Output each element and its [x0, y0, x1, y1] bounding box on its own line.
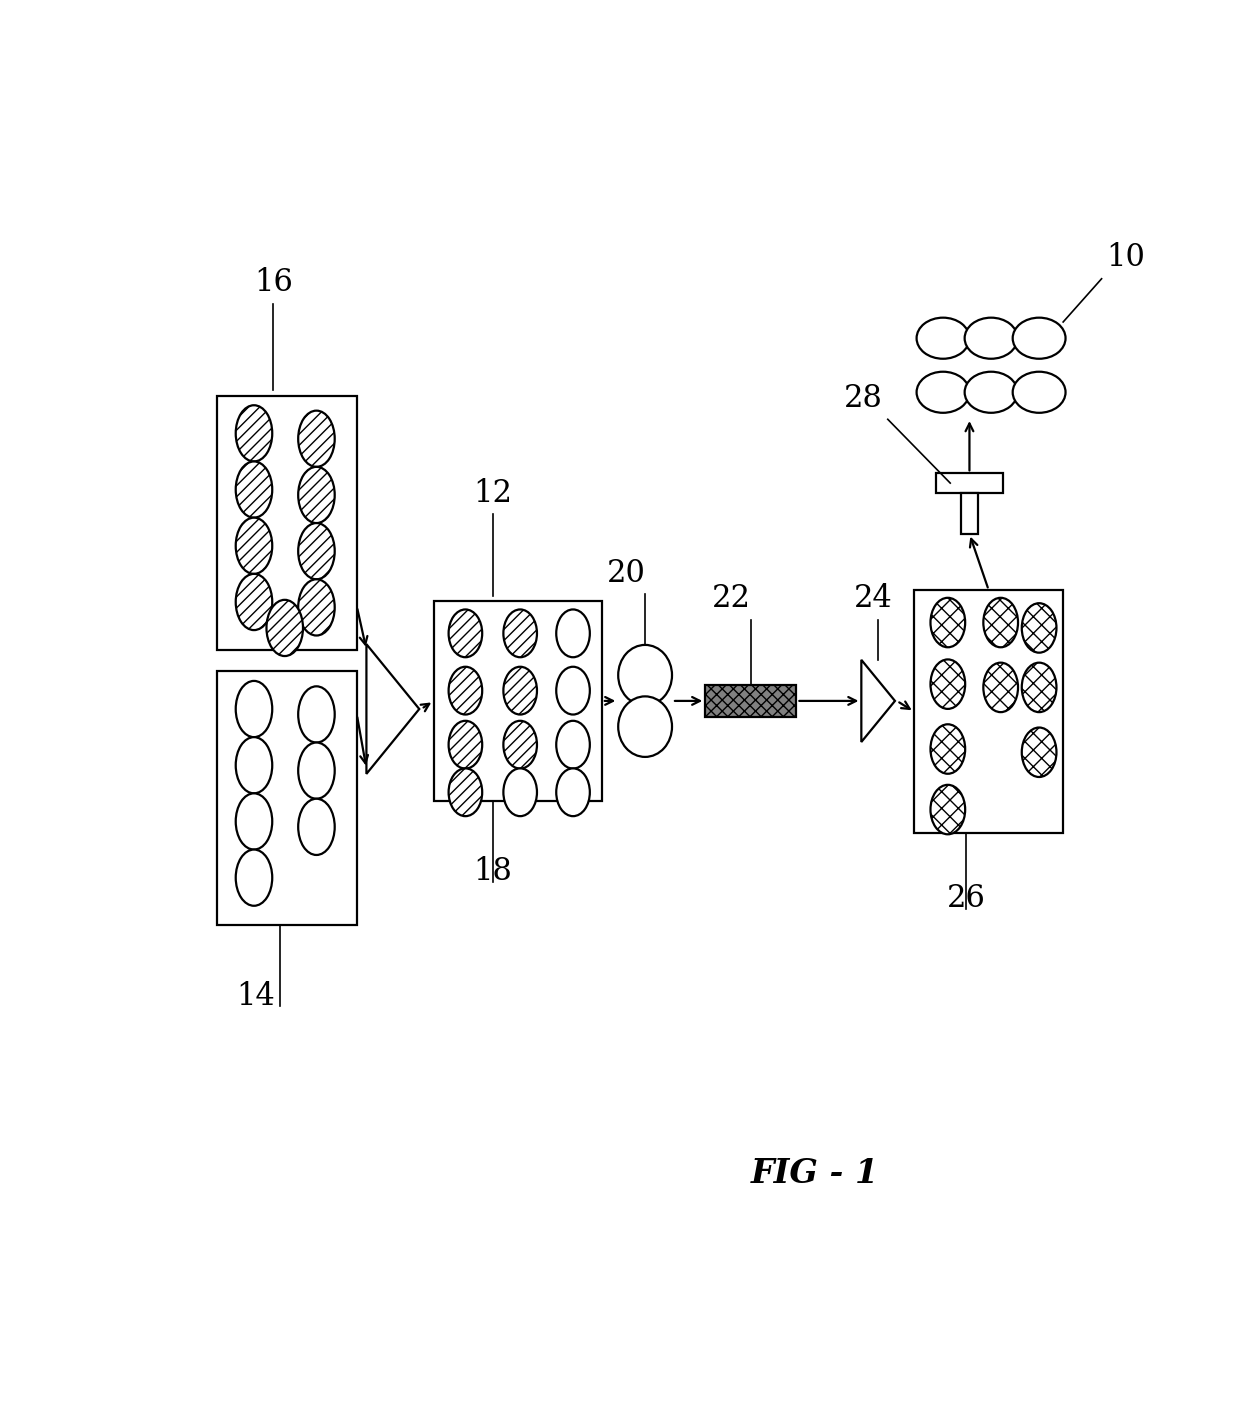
Ellipse shape [503, 609, 537, 657]
Bar [936, 473, 1003, 493]
Polygon shape [367, 644, 419, 774]
Ellipse shape [298, 580, 335, 636]
Ellipse shape [503, 720, 537, 768]
Ellipse shape [965, 372, 1018, 413]
Text: 18: 18 [474, 856, 512, 887]
Ellipse shape [298, 410, 335, 468]
Ellipse shape [1022, 604, 1056, 653]
Ellipse shape [236, 681, 273, 737]
Ellipse shape [916, 317, 970, 359]
Bar [217, 396, 357, 650]
Ellipse shape [236, 462, 273, 518]
Ellipse shape [449, 768, 482, 816]
Ellipse shape [298, 468, 335, 524]
Ellipse shape [619, 696, 672, 757]
Text: FIG - 1: FIG - 1 [751, 1157, 879, 1191]
Ellipse shape [930, 785, 965, 834]
Ellipse shape [930, 724, 965, 774]
Bar [434, 601, 601, 800]
Ellipse shape [236, 849, 273, 906]
Ellipse shape [557, 768, 590, 816]
Ellipse shape [236, 518, 273, 574]
Ellipse shape [916, 372, 970, 413]
Polygon shape [862, 660, 895, 741]
Ellipse shape [449, 609, 482, 657]
Ellipse shape [983, 598, 1018, 647]
Ellipse shape [449, 720, 482, 768]
Text: 20: 20 [606, 557, 645, 588]
Text: 26: 26 [947, 883, 986, 914]
Text: 14: 14 [237, 981, 275, 1012]
Ellipse shape [619, 644, 672, 705]
Ellipse shape [930, 660, 965, 709]
Ellipse shape [557, 720, 590, 768]
Ellipse shape [503, 768, 537, 816]
Ellipse shape [930, 598, 965, 647]
Ellipse shape [298, 743, 335, 799]
Bar [706, 685, 796, 717]
Ellipse shape [1022, 727, 1056, 776]
Ellipse shape [1013, 317, 1065, 359]
Bar [914, 590, 1063, 834]
Ellipse shape [298, 687, 335, 743]
Ellipse shape [236, 793, 273, 849]
Ellipse shape [236, 574, 273, 630]
Text: 16: 16 [254, 267, 293, 298]
Text: 10: 10 [1106, 243, 1146, 274]
Text: 22: 22 [712, 584, 751, 615]
Ellipse shape [1013, 372, 1065, 413]
Ellipse shape [983, 663, 1018, 712]
Ellipse shape [298, 799, 335, 855]
Ellipse shape [557, 609, 590, 657]
Text: 24: 24 [854, 584, 893, 615]
Ellipse shape [298, 524, 335, 580]
Ellipse shape [965, 317, 1018, 359]
Ellipse shape [1022, 663, 1056, 712]
Ellipse shape [557, 667, 590, 715]
Ellipse shape [236, 737, 273, 793]
Bar [961, 493, 978, 534]
Text: 28: 28 [844, 383, 883, 414]
Text: 12: 12 [472, 477, 512, 510]
Bar [217, 671, 357, 925]
Ellipse shape [449, 667, 482, 715]
Ellipse shape [503, 667, 537, 715]
Ellipse shape [267, 600, 303, 656]
Ellipse shape [236, 406, 273, 462]
